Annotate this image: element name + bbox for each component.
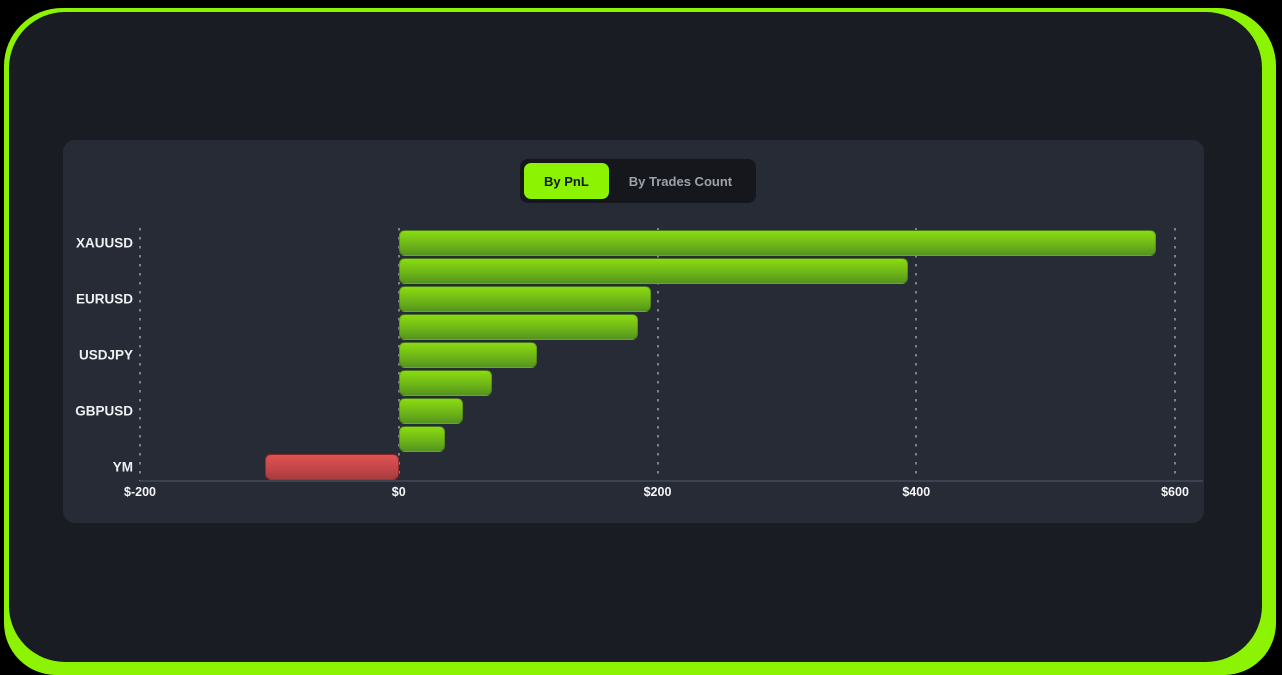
x-tick-label: $600 bbox=[1161, 485, 1189, 499]
y-axis-label-xauusd: XAUUSD bbox=[75, 235, 133, 251]
pnl-bar-xauusd[interactable] bbox=[398, 230, 1156, 256]
y-axis-label-ym: YM bbox=[112, 459, 133, 475]
toggle-by-trades-count[interactable]: By Trades Count bbox=[609, 163, 752, 199]
x-tick-label: $0 bbox=[391, 485, 406, 499]
pnl-bar-ym[interactable] bbox=[265, 454, 399, 480]
chart-card: By PnL By Trades Count bbox=[63, 140, 1204, 523]
chart-mode-toggle: By PnL By Trades Count bbox=[520, 159, 757, 203]
y-axis-label-eurusd: EURUSD bbox=[75, 291, 133, 307]
gridline-600 bbox=[1174, 228, 1176, 481]
pnl-bar-usdjpy[interactable] bbox=[398, 342, 538, 368]
x-axis-line bbox=[140, 480, 1203, 482]
pnl-bar[interactable] bbox=[398, 370, 492, 396]
gridline-200 bbox=[656, 228, 659, 481]
pnl-bar[interactable] bbox=[398, 426, 446, 452]
pnl-bar[interactable] bbox=[398, 314, 639, 340]
x-tick-label: $400 bbox=[902, 485, 931, 499]
toggle-by-pnl[interactable]: By PnL bbox=[524, 163, 609, 199]
y-axis-label-usdjpy: USDJPY bbox=[78, 347, 133, 363]
pnl-bar-gbpusd[interactable] bbox=[398, 398, 464, 424]
pnl-bar-eurusd[interactable] bbox=[398, 286, 652, 312]
y-axis-label-gbpusd: GBPUSD bbox=[75, 403, 133, 419]
x-tick-label: $200 bbox=[643, 485, 672, 499]
gridline-400 bbox=[915, 228, 918, 481]
x-tick-label: $-200 bbox=[124, 485, 156, 499]
pnl-bar[interactable] bbox=[398, 258, 909, 284]
gridline--200 bbox=[139, 228, 141, 481]
